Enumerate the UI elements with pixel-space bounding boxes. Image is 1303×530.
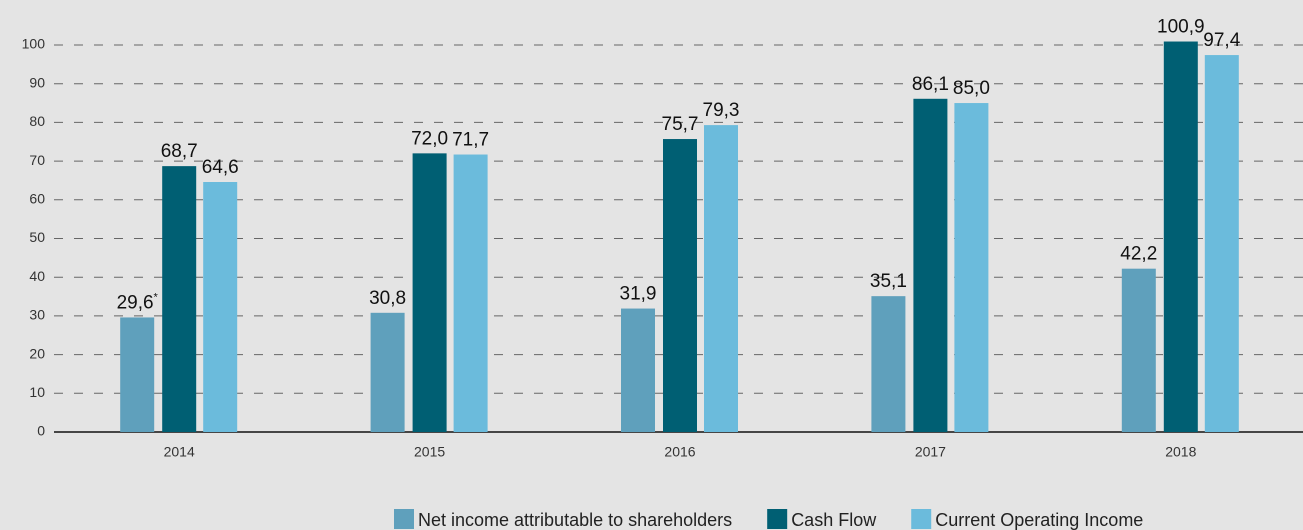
bar (663, 139, 697, 432)
bar (162, 166, 197, 433)
value-label-text: 86,1 (912, 74, 949, 95)
bar (704, 125, 738, 432)
value-label: 97,4 (1203, 30, 1240, 51)
bar (370, 312, 405, 432)
legend-swatch (911, 509, 932, 529)
value-label-text: 31,9 (620, 284, 657, 305)
value-label-text: 71,7 (452, 130, 489, 151)
legend-swatch (394, 509, 414, 529)
y-tick-label: 0 (37, 423, 45, 439)
value-label: 31,9 (620, 284, 657, 305)
x-tick-label: 2018 (1165, 444, 1196, 460)
bar (453, 154, 488, 432)
value-label-text: 100,9 (1157, 17, 1205, 38)
y-tick-label: 20 (29, 345, 45, 361)
y-tick-label: 50 (29, 229, 45, 245)
bar (120, 317, 155, 432)
value-label-text: 64,6 (202, 157, 239, 178)
bar (1163, 41, 1198, 432)
value-label-text: 72,0 (411, 128, 448, 149)
value-label: 85,0 (953, 78, 990, 99)
x-tick-label: 2015 (414, 444, 445, 460)
value-label-text: 29,6 (117, 292, 154, 313)
value-label-text: 42,2 (1120, 244, 1157, 265)
bar (203, 181, 238, 432)
y-tick-label: 90 (29, 74, 45, 90)
value-label: 86,1 (912, 74, 949, 95)
footnote-marker: * (154, 291, 159, 303)
value-label: 72,0 (411, 128, 448, 149)
legend-swatch (767, 509, 788, 529)
value-label: 75,7 (662, 114, 699, 135)
value-label-text: 35,1 (870, 271, 907, 292)
value-label-text: 68,7 (161, 141, 198, 162)
value-label: 79,3 (703, 100, 740, 121)
value-label: 35,1 (870, 271, 907, 292)
y-tick-label: 10 (29, 384, 45, 400)
x-tick-label: 2014 (164, 444, 195, 460)
bar (871, 296, 906, 432)
x-tick-label: 2016 (664, 444, 695, 460)
value-label-text: 85,0 (953, 78, 990, 99)
legend-label: Current Operating Income (935, 510, 1143, 530)
value-label: 29,6* (117, 291, 159, 313)
bar (1121, 268, 1156, 432)
value-label-text: 30,8 (369, 288, 406, 309)
legend: Net income attributable to shareholders C… (394, 509, 1143, 530)
y-tick-label: 70 (29, 152, 45, 168)
value-label: 71,7 (452, 130, 489, 151)
value-label: 100,9 (1157, 17, 1205, 38)
bar (412, 153, 447, 433)
y-tick-label: 30 (29, 307, 45, 323)
x-tick-label: 2017 (915, 444, 946, 460)
bar (621, 308, 655, 432)
value-label-text: 75,7 (662, 114, 699, 135)
bar (913, 98, 948, 432)
value-label: 64,6 (202, 157, 239, 178)
value-label: 30,8 (369, 288, 406, 309)
y-tick-label: 80 (29, 113, 45, 129)
value-label-text: 79,3 (703, 100, 740, 121)
y-tick-label: 40 (29, 268, 45, 284)
value-label-text: 97,4 (1203, 30, 1240, 51)
value-label: 42,2 (1120, 244, 1157, 265)
bar (1204, 55, 1239, 432)
y-tick-label: 100 (22, 36, 46, 52)
y-tick-label: 60 (29, 191, 45, 207)
bar (954, 103, 989, 433)
value-label: 68,7 (161, 141, 198, 162)
legend-label: Cash Flow (791, 510, 877, 530)
legend-label: Net income attributable to shareholders (418, 510, 732, 530)
